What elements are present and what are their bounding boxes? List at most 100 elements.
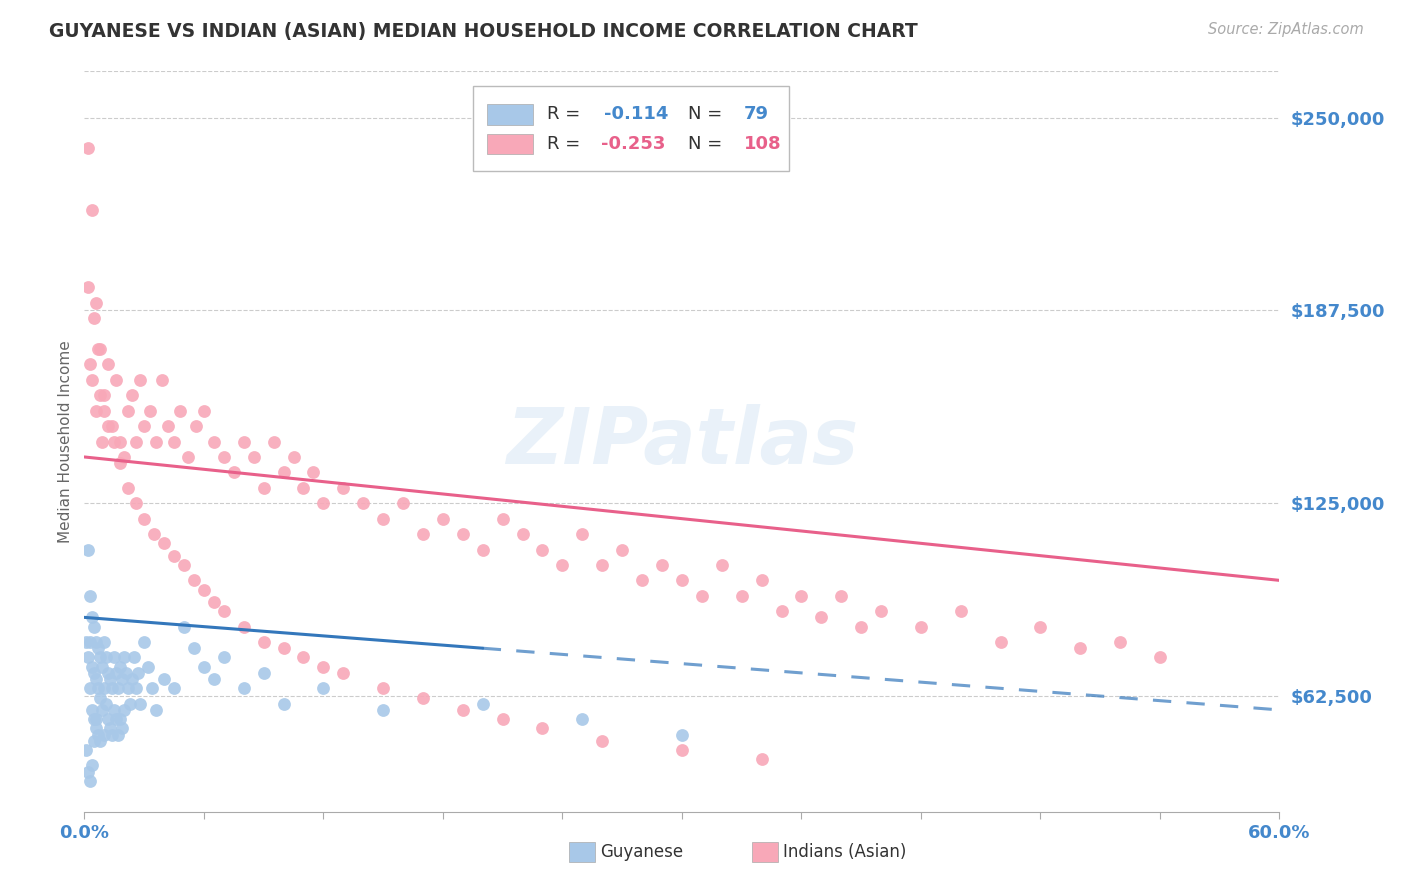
Text: R =: R = <box>547 135 586 153</box>
Point <box>332 481 354 495</box>
Point <box>312 659 335 673</box>
Point <box>86 295 108 310</box>
Point <box>612 542 634 557</box>
Point <box>103 650 125 665</box>
Point <box>107 681 129 696</box>
Point <box>141 681 163 696</box>
Point <box>163 434 186 449</box>
Point <box>83 733 105 747</box>
Point <box>87 342 110 356</box>
Point <box>132 419 156 434</box>
Point <box>910 619 932 633</box>
Point <box>471 542 494 557</box>
Point <box>990 635 1012 649</box>
Point <box>512 527 534 541</box>
Point <box>671 743 693 757</box>
Point <box>163 549 186 563</box>
Point <box>91 434 114 449</box>
Point <box>631 574 654 588</box>
Point <box>751 574 773 588</box>
Text: Guyanese: Guyanese <box>600 843 683 861</box>
Point <box>173 619 195 633</box>
Point <box>283 450 305 464</box>
Point <box>110 712 132 726</box>
Point <box>79 358 101 372</box>
Text: Source: ZipAtlas.com: Source: ZipAtlas.com <box>1208 22 1364 37</box>
Point <box>86 635 108 649</box>
Point <box>96 697 118 711</box>
FancyBboxPatch shape <box>486 104 533 125</box>
Text: ZIPatlas: ZIPatlas <box>506 403 858 480</box>
Point <box>98 722 121 736</box>
Point <box>98 672 121 686</box>
Point <box>212 604 235 618</box>
Point <box>112 703 135 717</box>
Point <box>471 697 494 711</box>
Point <box>86 722 108 736</box>
Point <box>212 450 235 464</box>
Text: -0.253: -0.253 <box>600 135 665 153</box>
Point <box>79 773 101 788</box>
Point <box>101 728 124 742</box>
Point <box>77 650 100 665</box>
Point <box>79 589 101 603</box>
Point <box>273 466 295 480</box>
Point <box>253 481 276 495</box>
Point <box>83 311 105 326</box>
Point <box>731 589 754 603</box>
Point <box>125 434 148 449</box>
Point <box>193 403 215 417</box>
Point <box>101 419 124 434</box>
Point <box>193 582 215 597</box>
Point <box>86 403 108 417</box>
Point <box>671 728 693 742</box>
Point <box>312 681 335 696</box>
Point <box>82 203 104 218</box>
Text: N =: N = <box>688 105 728 123</box>
Point <box>183 641 205 656</box>
FancyBboxPatch shape <box>472 87 790 171</box>
Point <box>103 703 125 717</box>
Point <box>110 434 132 449</box>
Point <box>87 728 110 742</box>
Point <box>202 672 225 686</box>
Point <box>273 641 295 656</box>
Point <box>105 373 128 387</box>
Point <box>1029 619 1052 633</box>
Point <box>1149 650 1171 665</box>
Point <box>157 419 180 434</box>
Text: 108: 108 <box>744 135 782 153</box>
Point <box>91 659 114 673</box>
Point <box>86 672 108 686</box>
Point <box>143 527 166 541</box>
Point <box>112 650 135 665</box>
Point <box>115 665 138 680</box>
Point <box>292 650 315 665</box>
Text: -0.114: -0.114 <box>605 105 669 123</box>
Point <box>273 697 295 711</box>
Point <box>75 743 97 757</box>
Point <box>105 712 128 726</box>
Point <box>150 373 173 387</box>
Text: R =: R = <box>547 105 586 123</box>
Point <box>82 659 104 673</box>
Point <box>77 280 100 294</box>
Point <box>136 659 159 673</box>
Point <box>531 722 554 736</box>
Point <box>117 481 139 495</box>
Point <box>751 752 773 766</box>
Point <box>87 681 110 696</box>
Point <box>111 672 134 686</box>
Point <box>851 619 873 633</box>
Y-axis label: Median Household Income: Median Household Income <box>58 340 73 543</box>
Point <box>183 574 205 588</box>
Point <box>770 604 793 618</box>
Point <box>202 434 225 449</box>
Point <box>392 496 415 510</box>
Point <box>222 466 245 480</box>
Point <box>253 665 276 680</box>
Point <box>103 434 125 449</box>
Point <box>184 419 207 434</box>
Point <box>82 758 104 772</box>
Point <box>120 697 142 711</box>
